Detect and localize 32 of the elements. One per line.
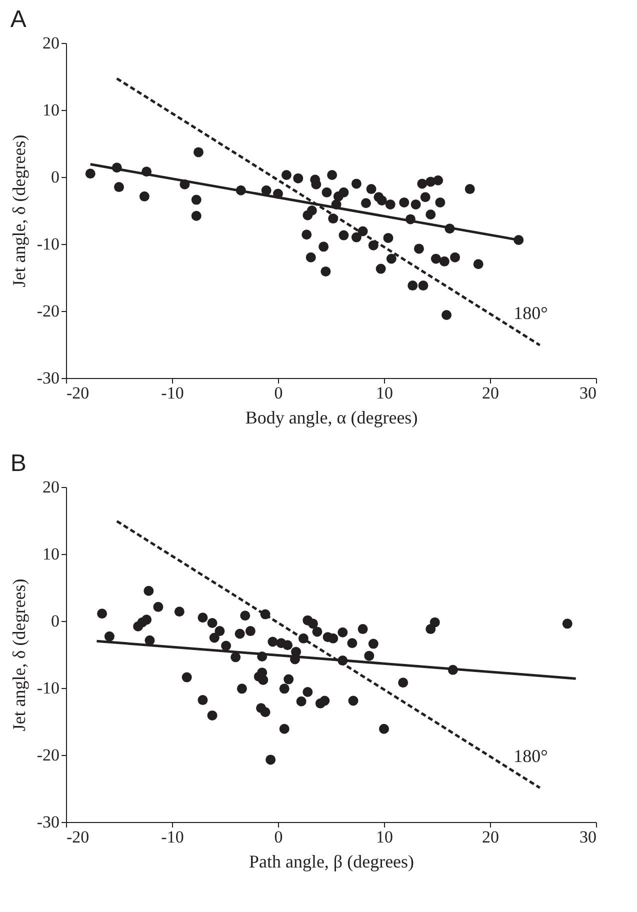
x-tick-label: 20 [482, 828, 499, 846]
x-tick-label: 10 [376, 384, 393, 402]
y-tick-label: 20 [42, 478, 60, 496]
x-axis-title: Path angle, β (degrees) [248, 852, 414, 872]
x-tick-label: 30 [580, 384, 596, 402]
y-tick-label: 10 [42, 544, 60, 564]
y-tick-label: -20 [36, 746, 60, 764]
y-tick-label: 0 [51, 612, 60, 630]
y-axis-title: Jet angle, δ (degrees) [8, 578, 29, 732]
y-tick-label: -10 [36, 234, 60, 254]
y-tick-label: -30 [36, 812, 60, 832]
x-tick-label: 0 [274, 384, 283, 402]
y-tick-label: -20 [36, 302, 60, 320]
x-tick-label: 20 [482, 384, 499, 402]
y-tick-label: 20 [42, 34, 60, 52]
y-tick-label: -10 [36, 678, 60, 698]
x-tick-label: -10 [161, 828, 184, 846]
x-axis-title: Body angle, α (degrees) [245, 408, 418, 428]
chart-title: A [10, 6, 26, 33]
y-tick-label: 0 [51, 168, 60, 186]
x-tick-label: 0 [274, 828, 283, 846]
x-tick-label: 30 [580, 828, 596, 846]
series-label: 180° [514, 746, 548, 766]
y-tick-label: -30 [36, 368, 60, 388]
chart-title: B [10, 450, 26, 477]
x-tick-label: -20 [66, 384, 90, 402]
series-label: 180° [514, 303, 548, 324]
x-tick-label: 10 [376, 828, 393, 846]
y-tick-label: 10 [42, 100, 60, 120]
y-axis-title: Jet angle, δ (degrees) [8, 134, 29, 288]
x-tick-label: -20 [66, 828, 90, 846]
x-tick-label: -10 [161, 384, 184, 402]
